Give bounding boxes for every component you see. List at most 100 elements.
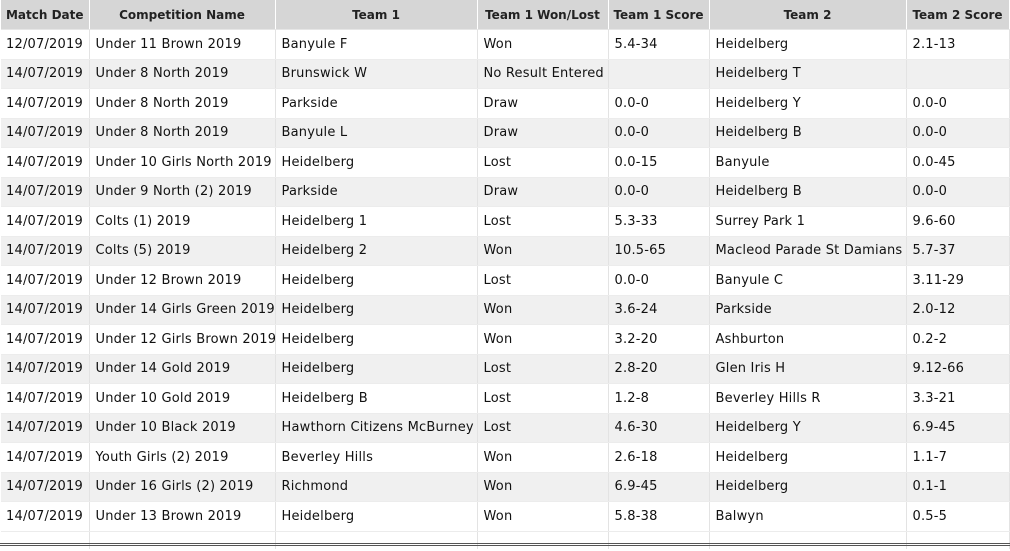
team1-cell: Heidelberg (275, 295, 478, 325)
table-row-partial (1, 531, 1010, 549)
table-row[interactable]: 12/07/2019 Under 11 Brown 2019 Banyule F Wo… (1, 29, 1010, 60)
match-date-cell: 14/07/2019 (1, 59, 90, 89)
team2-cell: Glen Iris H (709, 354, 907, 384)
team1-cell: Banyule F (275, 29, 478, 60)
match-date-cell: 14/07/2019 (1, 472, 90, 502)
team2-cell: Beverley Hills R (709, 383, 907, 414)
competition-name-cell: Colts (1) 2019 (89, 206, 276, 237)
team1-cell: Heidelberg (275, 501, 478, 532)
table-row[interactable]: 14/07/2019 Under 10 Gold 2019 Heidelberg B… (1, 383, 1010, 414)
team1-cell: Hawthorn Citizens McBurney (275, 413, 478, 443)
header-team1[interactable]: Team 1 (275, 0, 478, 30)
team1-score-cell: 6.9-45 (608, 472, 710, 502)
team1-score-cell: 0.0-0 (608, 265, 710, 296)
empty-cell (477, 531, 609, 549)
team1-result-cell: Lost (477, 147, 609, 178)
team2-cell: Surrey Park 1 (709, 206, 907, 237)
team1-score-cell: 1.2-8 (608, 383, 710, 414)
table-row[interactable]: 14/07/2019 Under 8 North 2019 Parkside Draw… (1, 88, 1010, 119)
team2-cell: Heidelberg Y (709, 413, 907, 443)
team2-cell: Heidelberg B (709, 118, 907, 148)
competition-name-cell: Under 13 Brown 2019 (89, 501, 276, 532)
table-row[interactable]: 14/07/2019 Under 8 North 2019 Banyule L Dra… (1, 118, 1010, 148)
team1-result-cell: Won (477, 442, 609, 473)
match-date-cell: 14/07/2019 (1, 118, 90, 148)
competition-name-cell: Under 11 Brown 2019 (89, 29, 276, 60)
team2-cell: Ashburton (709, 324, 907, 355)
table-row[interactable]: 14/07/2019 Colts (5) 2019 Heidelberg 2 Won 1… (1, 236, 1010, 266)
header-team2[interactable]: Team 2 (709, 0, 907, 30)
team2-score-cell: 1.1-7 (906, 442, 1010, 473)
team2-score-cell: 0.0-45 (906, 147, 1010, 178)
team1-cell: Beverley Hills (275, 442, 478, 473)
team1-score-cell: 5.8-38 (608, 501, 710, 532)
team2-score-cell: 2.0-12 (906, 295, 1010, 325)
table-bottom-rule (0, 543, 1010, 546)
team1-result-cell: Lost (477, 383, 609, 414)
team2-score-cell: 0.1-1 (906, 472, 1010, 502)
team1-score-cell: 0.0-0 (608, 177, 710, 207)
table-row[interactable]: 14/07/2019 Under 10 Girls North 2019 Heide… (1, 147, 1010, 178)
match-date-cell: 14/07/2019 (1, 295, 90, 325)
table-row[interactable]: 14/07/2019 Under 14 Girls Green 2019 Heide… (1, 295, 1010, 325)
team2-score-cell: 0.2-2 (906, 324, 1010, 355)
team2-score-cell: 0.0-0 (906, 118, 1010, 148)
team1-result-cell: Won (477, 29, 609, 60)
team2-cell: Heidelberg (709, 29, 907, 60)
team1-score-cell (608, 59, 710, 89)
team1-score-cell: 0.0-0 (608, 88, 710, 119)
competition-name-cell: Under 16 Girls (2) 2019 (89, 472, 276, 502)
team2-score-cell: 6.9-45 (906, 413, 1010, 443)
competition-name-cell: Youth Girls (2) 2019 (89, 442, 276, 473)
team1-cell: Heidelberg (275, 147, 478, 178)
team2-cell: Heidelberg T (709, 59, 907, 89)
table-row[interactable]: 14/07/2019 Under 14 Gold 2019 Heidelberg Lo… (1, 354, 1010, 384)
competition-name-cell: Under 10 Girls North 2019 (89, 147, 276, 178)
team2-cell: Heidelberg B (709, 177, 907, 207)
match-date-cell: 14/07/2019 (1, 354, 90, 384)
competition-name-cell: Under 9 North (2) 2019 (89, 177, 276, 207)
header-team2-score[interactable]: Team 2 Score (906, 0, 1010, 30)
team2-cell: Heidelberg (709, 442, 907, 473)
team1-result-cell: Draw (477, 118, 609, 148)
team1-cell: Heidelberg 2 (275, 236, 478, 266)
competition-name-cell: Under 14 Girls Green 2019 (89, 295, 276, 325)
header-match-date[interactable]: Match Date (1, 0, 90, 30)
table-row[interactable]: 14/07/2019 Under 12 Girls Brown 2019 Heide… (1, 324, 1010, 355)
match-date-cell: 14/07/2019 (1, 177, 90, 207)
table-row[interactable]: 14/07/2019 Under 12 Brown 2019 Heidelberg L… (1, 265, 1010, 296)
header-competition-name[interactable]: Competition Name (89, 0, 276, 30)
empty-cell (275, 531, 478, 549)
header-team1-score[interactable]: Team 1 Score (608, 0, 710, 30)
table-row[interactable]: 14/07/2019 Youth Girls (2) 2019 Beverley H… (1, 442, 1010, 473)
team1-score-cell: 2.6-18 (608, 442, 710, 473)
team2-cell: Banyule (709, 147, 907, 178)
team1-score-cell: 10.5-65 (608, 236, 710, 266)
team1-result-cell: Won (477, 472, 609, 502)
team1-result-cell: Won (477, 324, 609, 355)
team1-result-cell: Won (477, 295, 609, 325)
table-row[interactable]: 14/07/2019 Under 13 Brown 2019 Heidelberg W… (1, 501, 1010, 532)
team1-result-cell: Lost (477, 206, 609, 237)
table-header-row: Match Date Competition Name Team 1 Team … (1, 0, 1010, 30)
empty-cell (89, 531, 276, 549)
competition-name-cell: Under 8 North 2019 (89, 59, 276, 89)
team1-score-cell: 0.0-0 (608, 118, 710, 148)
empty-cell (1, 531, 90, 549)
match-date-cell: 12/07/2019 (1, 29, 90, 60)
table-row[interactable]: 14/07/2019 Under 16 Girls (2) 2019 Richmon… (1, 472, 1010, 502)
team2-score-cell: 0.0-0 (906, 177, 1010, 207)
team2-cell: Balwyn (709, 501, 907, 532)
competition-name-cell: Colts (5) 2019 (89, 236, 276, 266)
team2-score-cell: 9.6-60 (906, 206, 1010, 237)
team1-score-cell: 3.6-24 (608, 295, 710, 325)
team2-cell: Parkside (709, 295, 907, 325)
team1-cell: Heidelberg B (275, 383, 478, 414)
team1-cell: Heidelberg 1 (275, 206, 478, 237)
table-row[interactable]: 14/07/2019 Colts (1) 2019 Heidelberg 1 Lost… (1, 206, 1010, 237)
competition-name-cell: Under 10 Gold 2019 (89, 383, 276, 414)
table-row[interactable]: 14/07/2019 Under 9 North (2) 2019 Parkside… (1, 177, 1010, 207)
table-row[interactable]: 14/07/2019 Under 10 Black 2019 Hawthorn Ci… (1, 413, 1010, 443)
header-team1-result[interactable]: Team 1 Won/Lost (477, 0, 609, 30)
